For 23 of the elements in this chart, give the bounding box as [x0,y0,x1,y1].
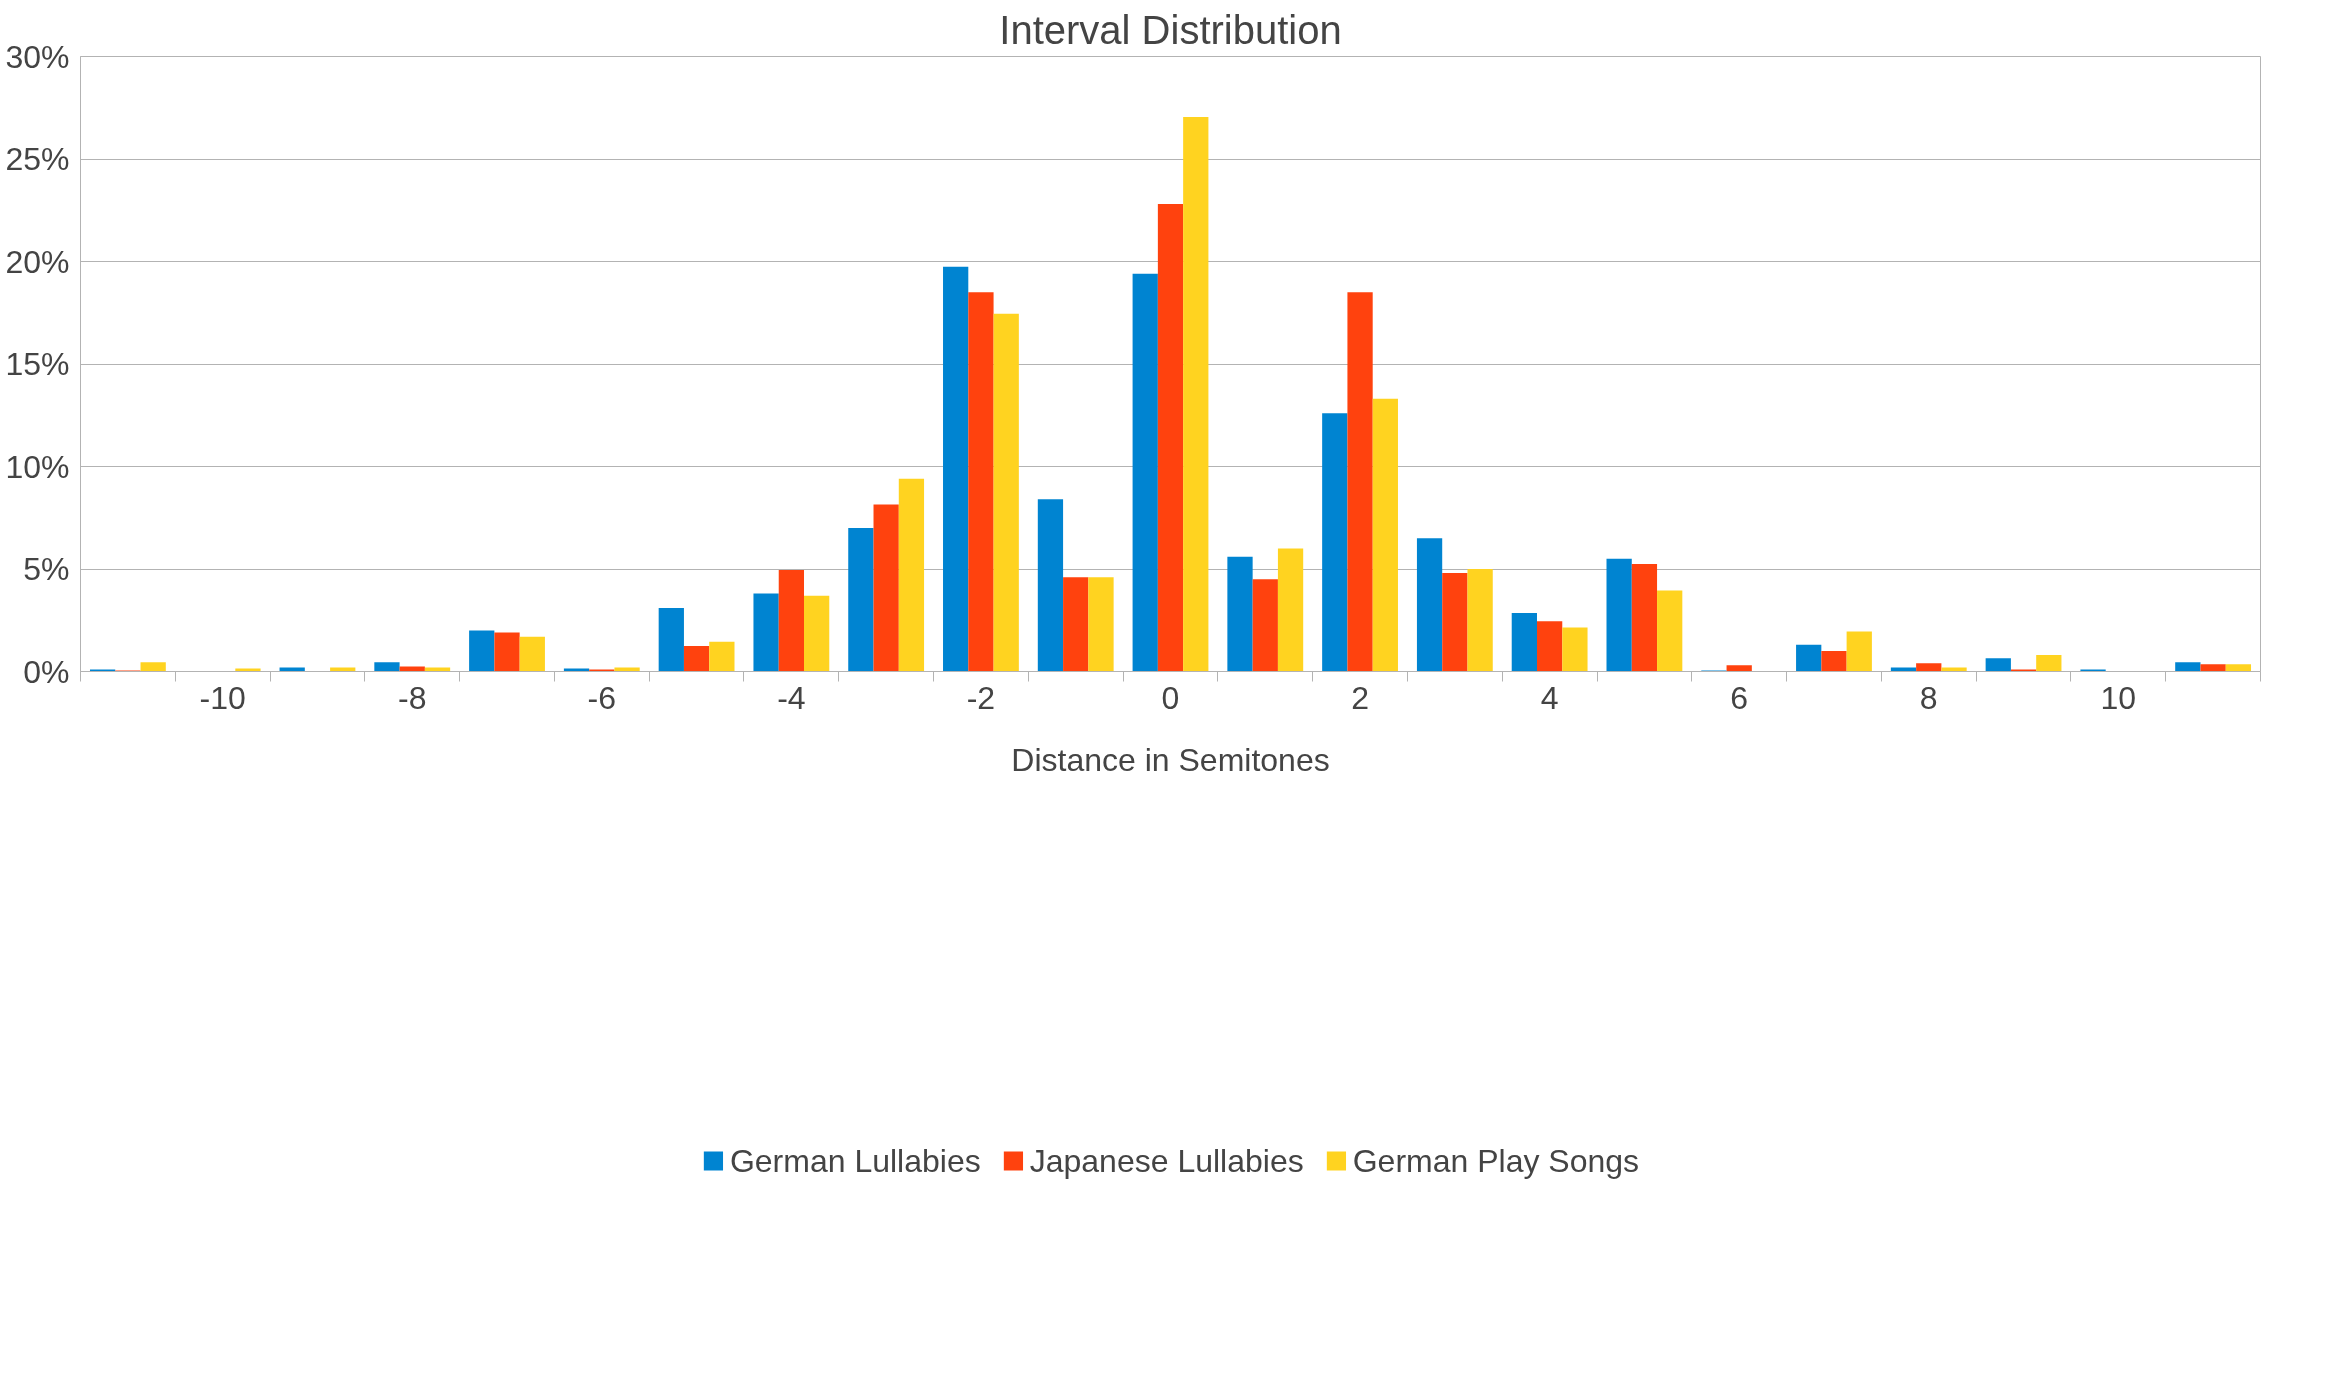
legend-label: Japanese Lullabies [1029,1142,1304,1180]
x-tick-label: -4 [777,679,806,716]
y-tick-label: 10% [5,448,70,485]
x-tick-label: -8 [398,679,427,716]
x-tick-label: -6 [587,679,617,716]
y-tick-label: 25% [5,141,70,177]
x-tick-label: 0 [1161,679,1180,716]
chart-title: Interval Distribution [999,7,1342,52]
x-tick-label: 2 [1351,679,1369,716]
legend-label: German Play Songs [1352,1142,1640,1180]
x-tick-label: 10 [2100,679,2137,716]
y-tick-label: 20% [5,243,70,280]
legend-label: German Lullabies [729,1142,981,1180]
y-tick-label: 5% [23,551,70,587]
x-axis-title: Distance in Semitones [1011,741,1330,778]
x-tick-label: 6 [1730,679,1749,716]
y-tick-label: 30% [5,38,70,75]
x-tick-label: 4 [1540,679,1559,716]
x-tick-label: -2 [966,679,996,716]
y-tick-label: 0% [23,653,70,690]
x-tick-label: 8 [1919,679,1938,716]
y-tick-label: 15% [5,346,70,382]
x-tick-label: -10 [199,679,246,716]
